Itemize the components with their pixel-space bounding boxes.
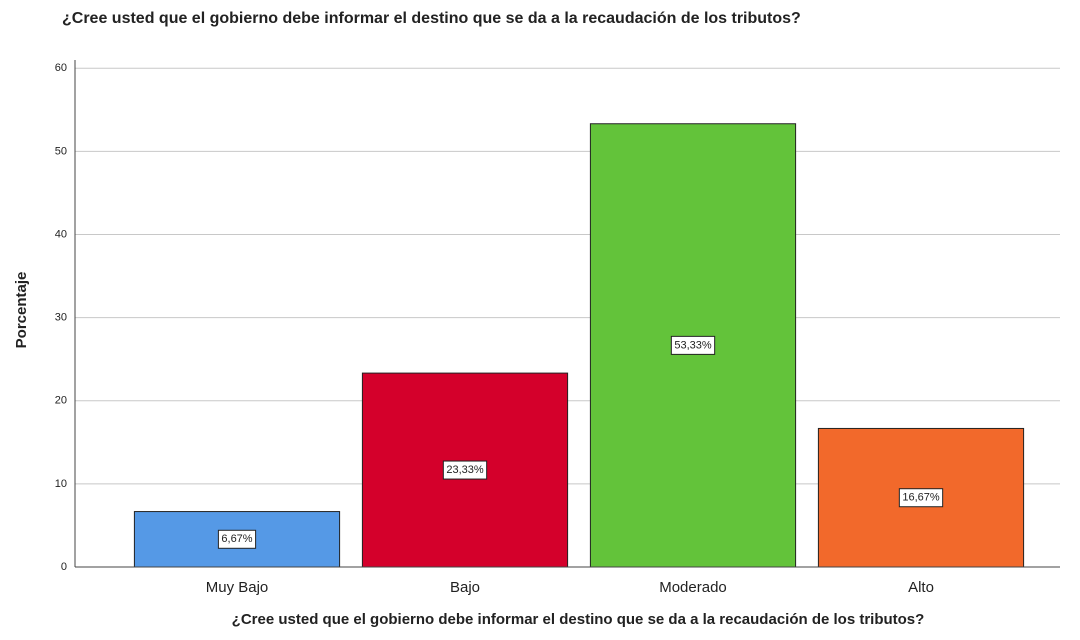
- chart-title: ¿Cree usted que el gobierno debe informa…: [62, 10, 801, 27]
- value-label: 53,33%: [674, 339, 712, 351]
- y-tick-label: 30: [55, 312, 67, 324]
- x-tick-label: Alto: [908, 579, 934, 596]
- value-label-box: [898, 488, 944, 508]
- y-tick-label: 50: [55, 145, 67, 157]
- y-tick-label: 40: [55, 228, 67, 240]
- value-label: 16,67%: [902, 492, 940, 504]
- y-tick-label: 20: [55, 395, 67, 407]
- y-tick-label: 60: [55, 62, 67, 74]
- x-tick-label: Bajo: [450, 579, 480, 596]
- value-label: 23,33%: [446, 464, 484, 476]
- y-axis-label: Porcentaje: [13, 272, 30, 349]
- value-label-box: [442, 460, 488, 480]
- value-label: 6,67%: [221, 533, 252, 545]
- value-label-box: [217, 529, 257, 549]
- y-tick-label: 10: [55, 478, 67, 490]
- x-axis-label: ¿Cree usted que el gobierno debe informa…: [232, 611, 925, 628]
- x-tick-label: Muy Bajo: [206, 579, 269, 596]
- value-label-box: [670, 335, 716, 355]
- y-tick-label: 0: [61, 561, 67, 573]
- x-tick-label: Moderado: [659, 579, 727, 596]
